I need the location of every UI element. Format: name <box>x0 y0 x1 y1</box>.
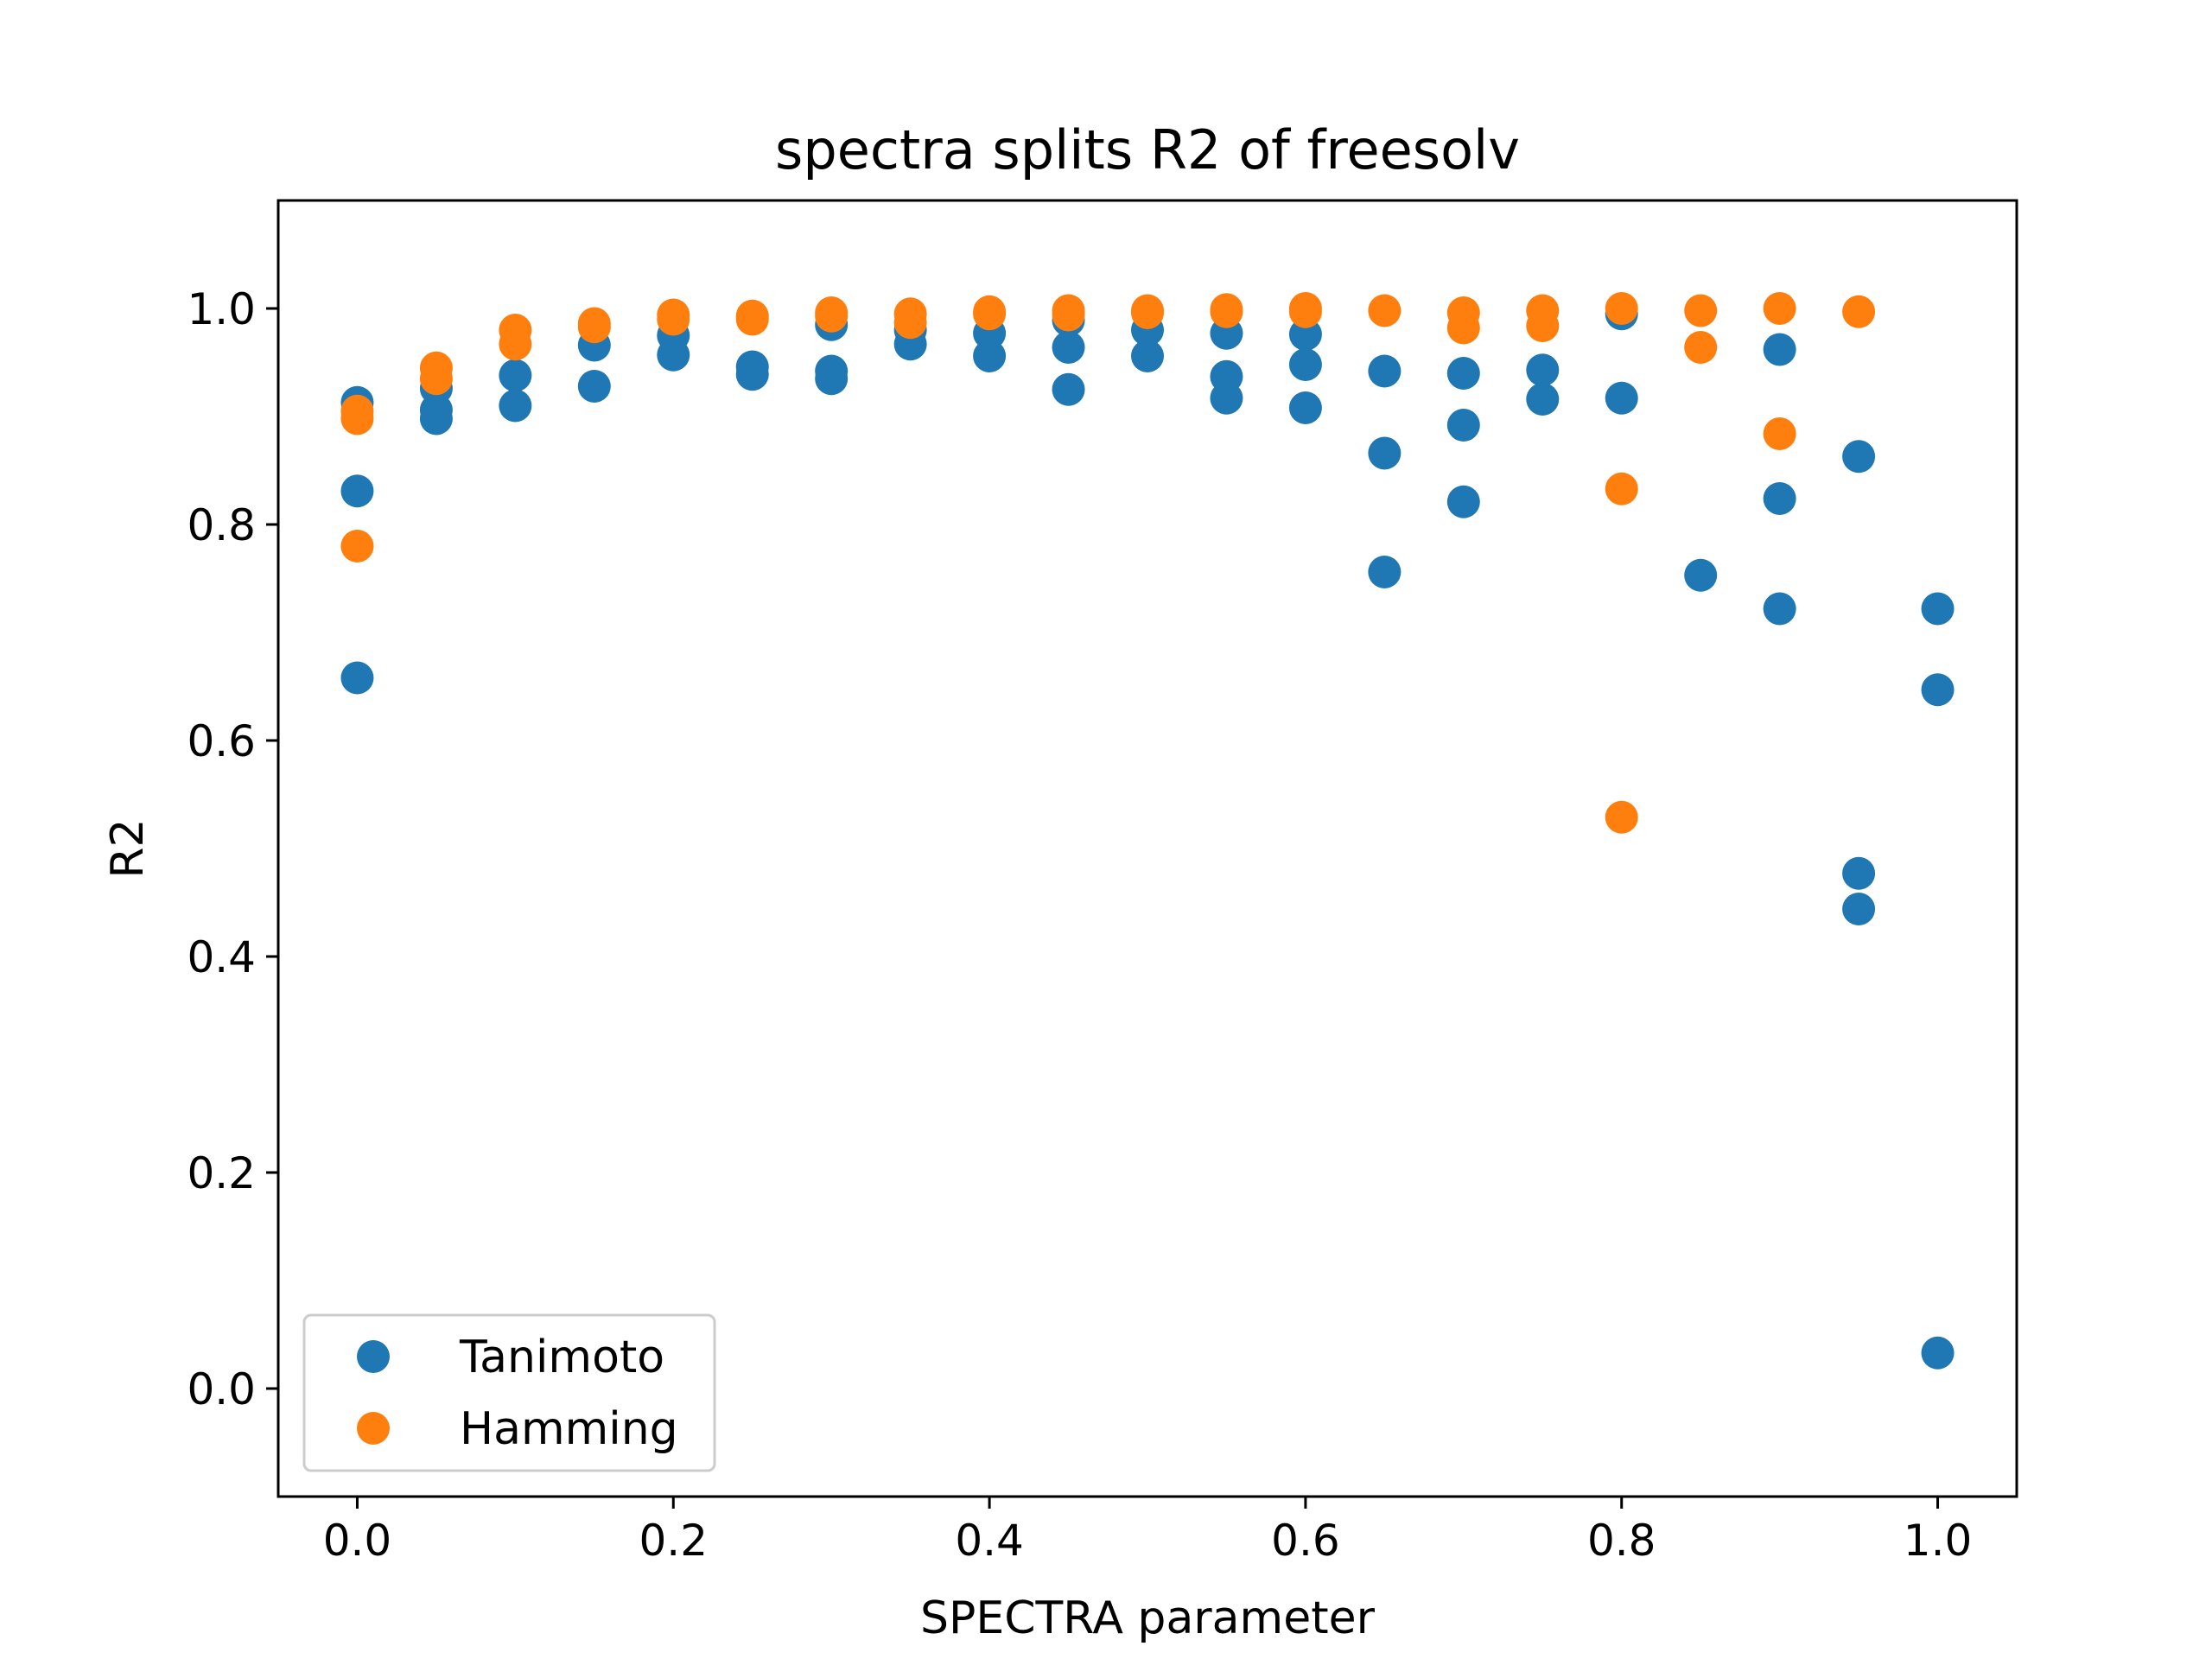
legend-label-hamming: Hamming <box>460 1403 678 1455</box>
chart-title: spectra splits R2 of freesolv <box>775 118 1520 181</box>
data-point-tanimoto <box>1210 381 1243 415</box>
data-point-tanimoto <box>1446 357 1480 390</box>
data-point-tanimoto <box>1526 383 1560 416</box>
data-point-tanimoto <box>657 338 690 372</box>
data-point-tanimoto <box>1368 354 1402 388</box>
data-point-hamming <box>1210 295 1243 328</box>
data-point-tanimoto <box>1684 558 1718 592</box>
x-axis: 0.0 0.2 0.4 0.6 0.8 1.0 <box>323 1497 1973 1566</box>
y-tick-label: 0.2 <box>187 1148 256 1198</box>
x-axis-label: SPECTRA parameter <box>920 1592 1376 1644</box>
data-point-tanimoto <box>340 474 374 508</box>
data-point-hamming <box>893 306 927 340</box>
data-point-tanimoto <box>1763 333 1796 366</box>
data-point-tanimoto <box>1921 592 1955 626</box>
data-point-tanimoto <box>1921 1336 1955 1370</box>
x-tick-label: 0.2 <box>639 1516 709 1566</box>
data-point-tanimoto <box>340 661 374 695</box>
x-tick-label: 0.4 <box>955 1516 1024 1566</box>
legend-marker-tanimoto <box>357 1340 390 1373</box>
data-point-tanimoto <box>1526 353 1560 387</box>
y-tick-label: 0.8 <box>187 500 256 550</box>
data-point-tanimoto <box>1842 440 1876 474</box>
data-point-hamming <box>340 530 374 563</box>
data-point-tanimoto <box>499 389 532 423</box>
data-point-hamming <box>340 402 374 435</box>
data-point-hamming <box>1684 331 1718 364</box>
data-point-tanimoto <box>1921 673 1955 707</box>
data-point-tanimoto <box>973 340 1007 372</box>
data-point-hamming <box>1684 294 1718 327</box>
data-point-hamming <box>1842 295 1876 328</box>
data-point-tanimoto <box>1288 391 1322 424</box>
y-tick-label: 0.0 <box>187 1364 256 1414</box>
legend-box <box>302 1313 716 1472</box>
data-point-tanimoto <box>1131 340 1164 372</box>
plot-area: 0.0 0.2 0.4 0.6 0.8 1.0 0.0 0.2 0.4 0.6 0.8 1.0 <box>187 199 2018 1566</box>
data-point-tanimoto <box>1763 482 1796 515</box>
data-point-hamming <box>973 297 1007 331</box>
data-point-tanimoto <box>1052 372 1085 406</box>
data-point-tanimoto <box>1368 556 1402 588</box>
y-tick-label: 0.6 <box>187 716 256 766</box>
data-point-hamming <box>1368 294 1402 327</box>
data-point-hamming <box>577 310 611 344</box>
data-point-tanimoto <box>1288 318 1322 351</box>
data-point-hamming <box>1052 298 1085 332</box>
data-point-hamming <box>815 299 849 333</box>
data-point-tanimoto <box>1368 436 1402 470</box>
data-point-hamming <box>1605 800 1638 834</box>
data-point-tanimoto <box>577 370 611 403</box>
data-point-tanimoto <box>1052 331 1085 364</box>
data-point-tanimoto <box>1288 348 1322 381</box>
x-tick-label: 0.8 <box>1587 1516 1656 1566</box>
y-axis: 0.0 0.2 0.4 0.6 0.8 1.0 <box>187 284 278 1414</box>
data-point-hamming <box>1763 292 1796 325</box>
data-point-tanimoto <box>1605 381 1638 415</box>
data-point-hamming <box>1605 292 1638 325</box>
legend-label-tanimoto: Tanimoto <box>459 1332 664 1383</box>
data-point-tanimoto <box>1842 856 1876 890</box>
x-tick-label: 1.0 <box>1904 1516 1973 1566</box>
data-point-hamming <box>1763 417 1796 450</box>
series-hamming <box>340 292 1876 834</box>
data-point-hamming <box>1526 309 1560 342</box>
x-tick-label: 0.0 <box>323 1516 392 1566</box>
data-point-tanimoto <box>735 358 769 391</box>
x-tick-label: 0.6 <box>1271 1516 1340 1566</box>
data-point-tanimoto <box>419 402 453 435</box>
data-point-hamming <box>419 362 453 396</box>
data-point-tanimoto <box>1446 485 1480 518</box>
data-point-hamming <box>1131 296 1164 329</box>
data-point-tanimoto <box>1446 409 1480 442</box>
data-point-tanimoto <box>499 359 532 392</box>
y-tick-label: 0.4 <box>187 932 256 982</box>
legend: Tanimoto Hamming <box>302 1313 716 1472</box>
data-point-hamming <box>1446 311 1480 345</box>
data-point-hamming <box>499 327 532 361</box>
data-point-tanimoto <box>815 362 849 396</box>
data-point-hamming <box>735 302 769 336</box>
data-point-hamming <box>1605 472 1638 505</box>
data-point-tanimoto <box>1842 893 1876 925</box>
y-axis-label: R2 <box>102 818 154 878</box>
legend-marker-hamming <box>357 1412 390 1445</box>
axes-frame <box>276 199 2018 1498</box>
data-points <box>340 292 1955 1370</box>
data-point-hamming <box>657 302 690 336</box>
data-point-hamming <box>1288 295 1322 328</box>
y-tick-label: 1.0 <box>187 284 256 334</box>
data-point-tanimoto <box>1763 592 1796 626</box>
